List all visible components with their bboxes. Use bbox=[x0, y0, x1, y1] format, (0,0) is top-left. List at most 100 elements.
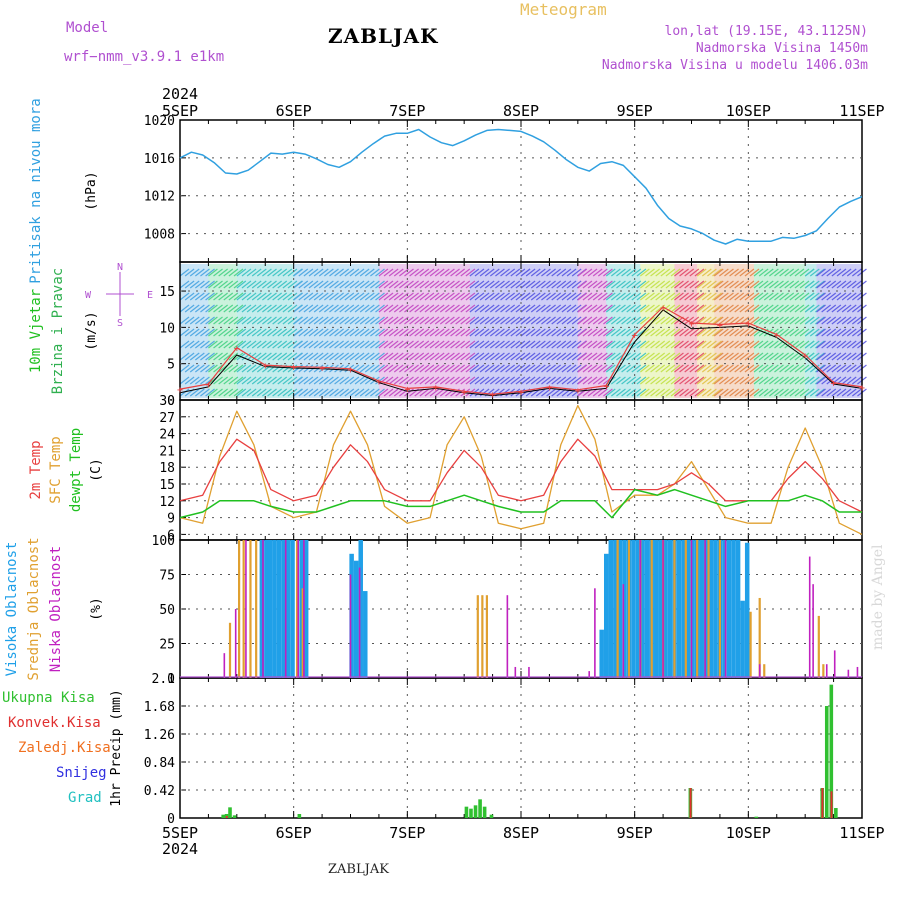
wind-barb bbox=[256, 352, 267, 361]
wind-barb bbox=[626, 376, 637, 385]
wind-barb bbox=[530, 292, 541, 301]
cloud-bar-mid bbox=[718, 540, 722, 678]
wind-barb bbox=[450, 328, 460, 337]
wind-barb bbox=[535, 304, 546, 313]
wind-barb bbox=[724, 340, 734, 349]
wind-barb bbox=[577, 304, 588, 313]
cloud-bar-low bbox=[588, 671, 590, 678]
wind-barb bbox=[718, 292, 729, 301]
wind-barb bbox=[455, 316, 466, 325]
cloud-bar-low bbox=[234, 609, 237, 678]
wind-barb bbox=[236, 328, 247, 337]
cloud-bar-high bbox=[635, 540, 641, 678]
wind-barb bbox=[329, 340, 339, 349]
wind-barb bbox=[489, 268, 500, 277]
wind-barb bbox=[445, 292, 455, 301]
cloud-bar-high bbox=[708, 540, 714, 678]
wind-barb bbox=[455, 328, 466, 337]
wind-barb bbox=[684, 268, 695, 277]
wind-barb bbox=[587, 388, 598, 397]
wind-barb bbox=[465, 280, 476, 289]
wind-barb bbox=[645, 340, 655, 349]
wind-barb bbox=[734, 388, 745, 397]
wind-barb bbox=[621, 280, 631, 289]
wind-barb bbox=[223, 304, 234, 313]
pressure-line bbox=[179, 128, 863, 245]
wind-barb bbox=[779, 376, 789, 385]
wind-barb bbox=[208, 328, 218, 337]
wind-barb bbox=[313, 388, 324, 397]
wind-barb bbox=[515, 328, 526, 337]
cloud-bar-high bbox=[349, 553, 354, 678]
wind-barb bbox=[525, 352, 536, 361]
wind-barb bbox=[582, 364, 593, 373]
wind-barb bbox=[665, 340, 676, 349]
wind-barb bbox=[251, 340, 262, 349]
wind-ytick-label: 5 bbox=[167, 358, 175, 373]
wind-barb bbox=[631, 376, 642, 385]
wind-barb bbox=[713, 352, 724, 361]
precip-legend-item: Grad bbox=[68, 790, 102, 806]
wind-barb bbox=[571, 316, 582, 325]
wind-barb bbox=[841, 280, 852, 289]
wind-barb bbox=[388, 328, 399, 337]
wind-barb bbox=[789, 304, 800, 313]
temperature-ytick-label: 9 bbox=[167, 512, 175, 527]
wind-barb bbox=[404, 268, 414, 277]
wind-barb bbox=[424, 304, 435, 313]
wind-barb bbox=[424, 352, 435, 361]
wind-barb bbox=[799, 364, 810, 373]
wind-barb bbox=[313, 280, 324, 289]
wind-barb bbox=[246, 376, 257, 385]
cloud-bar-high bbox=[681, 540, 686, 678]
wind-barb bbox=[460, 268, 471, 277]
wind-barb bbox=[359, 328, 370, 337]
wind-barb bbox=[404, 316, 414, 325]
cloud-bar-mid bbox=[295, 540, 299, 678]
wind-barb bbox=[753, 268, 764, 277]
wind-barb bbox=[621, 376, 631, 385]
wind-barb bbox=[665, 388, 676, 397]
wind-barb bbox=[826, 328, 837, 337]
wind-barb bbox=[500, 340, 510, 349]
wind-barb bbox=[749, 292, 760, 301]
wind-barb bbox=[603, 268, 613, 277]
wind-barb bbox=[520, 352, 531, 361]
wind-barb bbox=[228, 304, 239, 313]
wind-barb bbox=[277, 388, 288, 397]
wind-barb bbox=[515, 292, 526, 301]
wind-barb bbox=[370, 280, 380, 289]
wind-barb bbox=[313, 268, 324, 277]
wind-barb bbox=[739, 376, 750, 385]
wind-barb bbox=[707, 304, 717, 313]
wind-barb bbox=[409, 364, 419, 373]
wind-barb bbox=[789, 388, 800, 397]
wind-barb bbox=[318, 340, 329, 349]
wind-barb bbox=[841, 340, 852, 349]
cloud-bar-mid bbox=[684, 540, 687, 678]
wind-barb bbox=[616, 292, 626, 301]
wind-barb bbox=[424, 292, 435, 301]
wind-barb bbox=[826, 340, 837, 349]
wind-barb bbox=[409, 316, 419, 325]
wind-barb bbox=[729, 364, 739, 373]
wind-barb bbox=[577, 352, 588, 361]
wind-barb bbox=[592, 292, 603, 301]
wind-barb bbox=[763, 364, 774, 373]
wind-barb bbox=[233, 376, 244, 385]
wind-barb bbox=[763, 340, 774, 349]
wind-barb bbox=[228, 316, 239, 325]
wind-barb bbox=[789, 280, 800, 289]
wind-barb bbox=[650, 352, 660, 361]
wind-barb bbox=[267, 292, 277, 301]
wind-barb bbox=[561, 340, 572, 349]
wind-barb bbox=[184, 292, 195, 301]
wind-barb bbox=[826, 388, 837, 397]
wind-barb bbox=[298, 388, 309, 397]
wind-barb bbox=[460, 316, 471, 325]
wind-barb bbox=[364, 340, 375, 349]
wind-barb bbox=[684, 352, 695, 361]
wind-barb bbox=[621, 388, 631, 397]
wind-barb bbox=[525, 316, 536, 325]
